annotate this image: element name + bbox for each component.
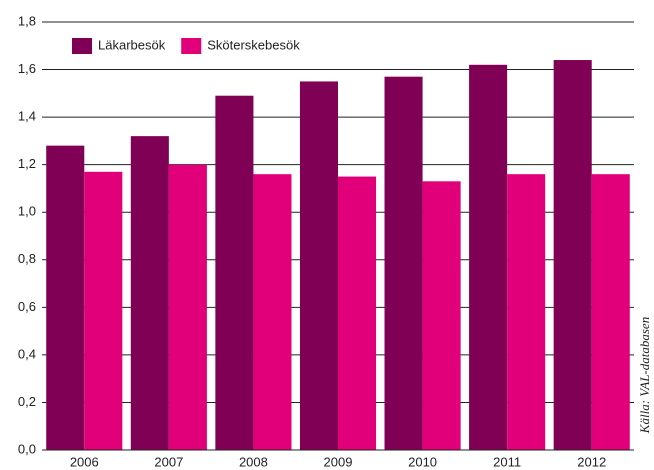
- bar: [215, 95, 254, 450]
- legend-swatch: [72, 38, 92, 54]
- y-tick-label: 1,2: [18, 156, 36, 171]
- legend-label: Läkarbesök: [98, 37, 166, 52]
- bar: [130, 136, 169, 450]
- bar: [469, 64, 508, 451]
- x-tick-label: 2006: [70, 454, 99, 469]
- x-tick-label: 2012: [577, 454, 606, 469]
- legend-swatch: [181, 38, 202, 54]
- y-tick-label: 1,6: [18, 61, 36, 76]
- x-tick-label: 2010: [408, 454, 437, 469]
- bar: [338, 176, 377, 451]
- legend-label: Sköterskebesök: [207, 37, 300, 52]
- y-tick-label: 1,0: [18, 204, 36, 219]
- bar: [422, 181, 461, 451]
- y-tick-label: 1,4: [18, 109, 36, 124]
- x-tick-label: 2007: [154, 454, 183, 469]
- y-tick-label: 0,4: [18, 346, 36, 361]
- bar: [591, 174, 630, 450]
- source-note: Källa: VAL-databasen: [637, 317, 652, 434]
- y-tick-label: 1,8: [18, 13, 36, 28]
- y-tick-label: 0,0: [18, 441, 36, 456]
- bar: [168, 164, 207, 450]
- y-tick-label: 0,8: [18, 251, 36, 266]
- bar: [384, 76, 423, 450]
- bar: [553, 60, 592, 451]
- x-tick-label: 2009: [324, 454, 353, 469]
- bar: [299, 81, 338, 450]
- y-tick-label: 0,2: [18, 394, 36, 409]
- bar: [507, 174, 546, 450]
- y-tick-label: 0,6: [18, 299, 36, 314]
- x-tick-label: 2008: [239, 454, 268, 469]
- bar: [46, 145, 85, 450]
- x-tick-label: 2011: [493, 454, 521, 469]
- bar: [84, 171, 123, 451]
- bar: [253, 174, 292, 450]
